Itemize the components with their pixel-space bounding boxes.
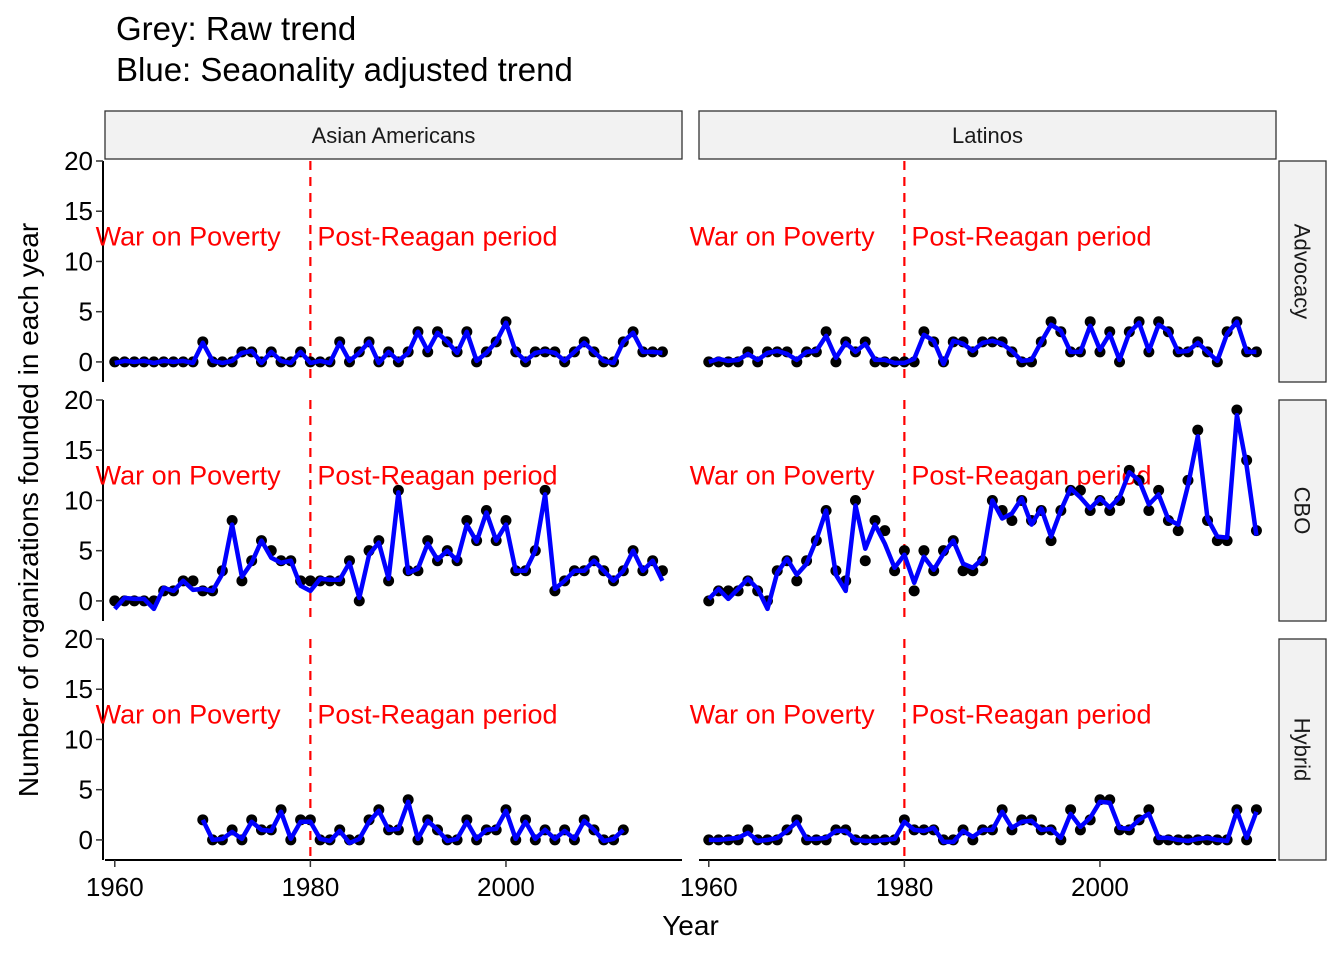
x-tick-label: 2000 [477,872,535,902]
raw-point [1084,316,1096,328]
x-tick-label: 2000 [1071,872,1129,902]
facet-strip-label: CBO [1290,487,1315,535]
adjusted-trend-line [708,319,1257,367]
chart-title-line-2: Blue: Seaonality adjusted trend [116,51,573,88]
y-tick-label: 20 [64,624,93,654]
raw-point [1065,804,1077,816]
raw-point [918,545,930,557]
raw-point [461,515,473,527]
y-tick-label: 10 [64,485,93,515]
annotation-label: Post-Reagan period [317,699,557,729]
y-tick-label: 5 [79,775,93,805]
annotation-label: Post-Reagan period [317,221,557,251]
y-tick-label: 15 [64,196,93,226]
adjusted-trend-line [114,320,663,366]
x-tick-label: 1980 [281,872,339,902]
x-tick-label: 1980 [875,872,933,902]
annotation-label: War on Poverty [690,221,876,251]
y-axis-title: Number of organizations founded in each … [13,223,44,797]
raw-point [908,585,920,597]
raw-point [849,494,861,506]
y-tick-label: 0 [79,586,93,616]
facet-strip-advocacy [1278,160,1327,383]
y-tick-label: 5 [79,536,93,566]
adjusted-trend-line [200,799,625,846]
raw-point [859,555,871,567]
raw-point [1045,535,1057,547]
annotation-label: Post-Reagan period [317,460,557,490]
raw-point [353,595,365,607]
y-tick-label: 0 [79,347,93,377]
raw-point [1143,505,1155,516]
facet-strip-hybrid [1278,638,1327,861]
raw-point [898,545,910,557]
facet-strip-label: Hybrid [1290,718,1315,782]
raw-point [1231,404,1243,416]
annotation-label: War on Poverty [690,699,876,729]
raw-point [820,326,832,338]
raw-point [830,356,842,368]
annotation-label: Post-Reagan period [911,699,1151,729]
y-tick-label: 10 [64,246,93,276]
raw-point [879,525,891,537]
facet-strip-asian-americans [104,110,683,160]
annotation-label: War on Poverty [96,699,282,729]
raw-point [1153,484,1165,496]
facet-strip-label: Advocacy [1290,224,1315,319]
x-tick-label: 1960 [680,872,738,902]
raw-point [869,515,881,527]
y-tick-label: 20 [64,385,93,415]
raw-point [1006,515,1018,527]
raw-point [422,535,434,547]
facet-strip-label: Latinos [952,123,1023,148]
annotation-label: Post-Reagan period [911,221,1151,251]
raw-point [1192,424,1204,436]
annotation-label: War on Poverty [96,460,282,490]
raw-point [791,575,803,587]
adjusted-trend-line [707,412,1259,612]
raw-point [957,565,969,577]
raw-point [1250,804,1262,816]
annotation-label: War on Poverty [96,221,282,251]
y-tick-label: 10 [64,724,93,754]
raw-point [236,575,248,587]
x-tick-label: 1960 [86,872,144,902]
raw-point [500,515,512,527]
y-tick-label: 5 [79,297,93,327]
annotation-label: Post-Reagan period [911,460,1151,490]
raw-point [703,834,715,846]
chart-title-line-1: Grey: Raw trend [116,10,357,47]
facet-strip-label: Asian Americans [312,123,476,148]
raw-point [1172,525,1184,537]
raw-point [1250,346,1262,358]
y-tick-label: 15 [64,435,93,465]
annotation-label: War on Poverty [690,460,876,490]
adjusted-trend-line [708,799,1259,845]
raw-point [304,575,316,587]
x-axis-title: Year [662,910,719,941]
facet-strip-latinos [698,110,1277,160]
y-tick-label: 15 [64,674,93,704]
facet-strip-cbo [1278,399,1327,622]
y-tick-label: 0 [79,825,93,855]
raw-point [187,575,199,587]
adjusted-trend-line [113,490,665,612]
raw-point [539,484,551,496]
raw-point [889,565,901,577]
y-tick-label: 20 [64,146,93,176]
raw-point [226,515,238,527]
raw-point [1143,804,1155,816]
